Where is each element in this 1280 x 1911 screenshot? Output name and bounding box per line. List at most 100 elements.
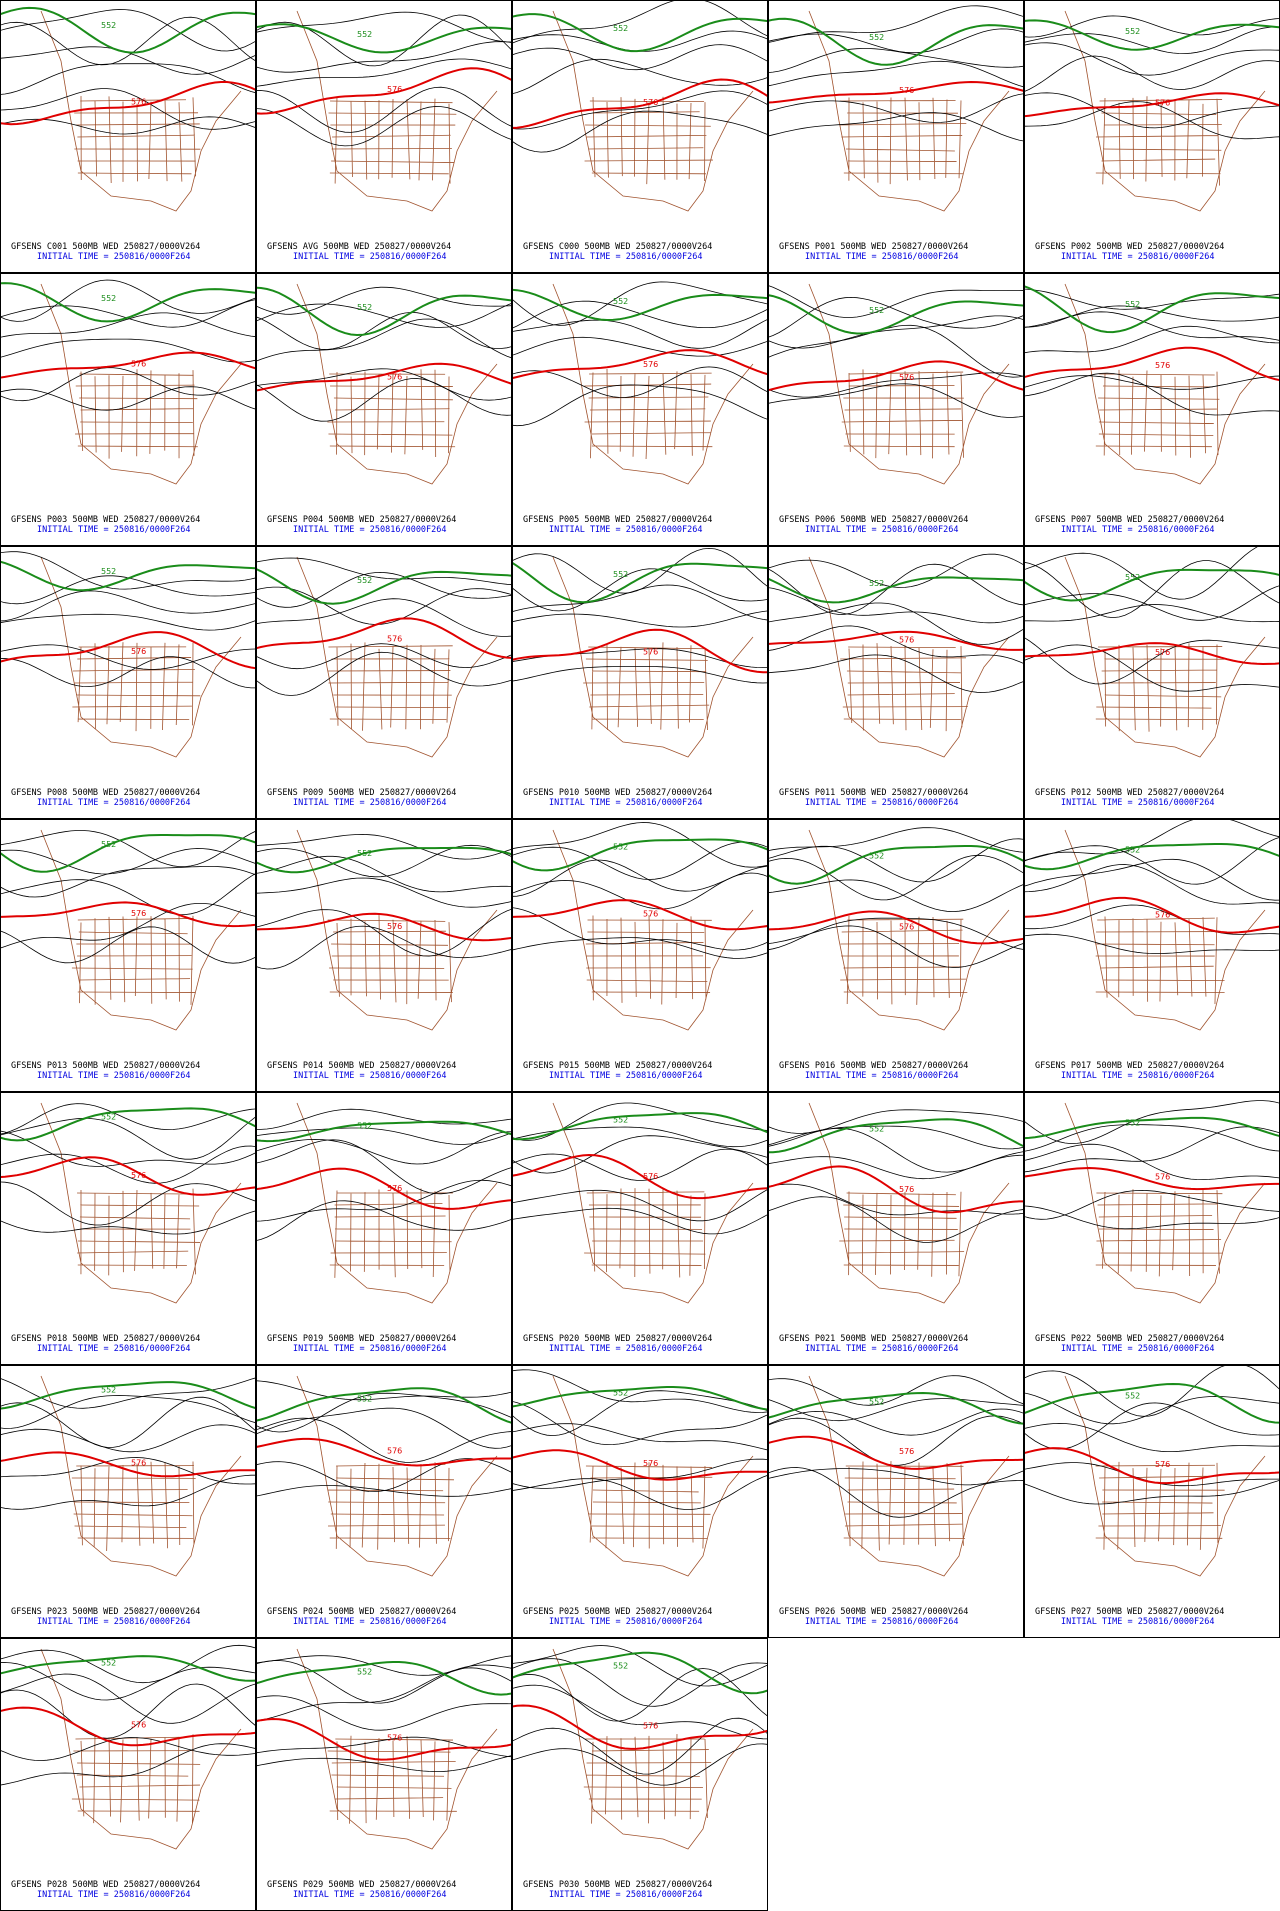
contour-576: [513, 349, 767, 379]
contour: [1025, 26, 1279, 55]
contour: [257, 877, 511, 908]
contour: [513, 44, 767, 71]
contour: [513, 1684, 767, 1740]
ensemble-panel: 552 576 GFSENS P025 500MB WED 250827/0000V…: [512, 1365, 768, 1638]
contour-label: 576: [387, 372, 402, 381]
contour: [1, 1673, 255, 1724]
contour-576: [769, 360, 1023, 392]
contour-552: [1, 6, 255, 54]
state-borders: [296, 283, 498, 485]
contour: [513, 110, 767, 153]
contour-label: 576: [643, 647, 658, 656]
state-borders: [552, 829, 754, 1031]
ensemble-panel: 552 576 GFSENS P020 500MB WED 250827/0000V…: [512, 1092, 768, 1365]
contour: [513, 58, 767, 94]
contour: [257, 1660, 511, 1704]
contour-label: 576: [643, 360, 658, 369]
contour-label: 552: [101, 21, 116, 30]
initial-time: INITIAL TIME = 250816/0000F264: [37, 1617, 191, 1627]
contour-576: [1, 1451, 255, 1478]
contour: [1025, 547, 1258, 600]
contour-label: 552: [613, 297, 628, 306]
initial-time: INITIAL TIME = 250816/0000F264: [549, 1617, 703, 1627]
contour: [1025, 325, 1279, 354]
contour: [769, 1127, 1023, 1173]
contour-label: 576: [131, 1171, 146, 1180]
contour-552: [1, 1655, 255, 1682]
contour-label: 576: [899, 1447, 914, 1456]
initial-time: INITIAL TIME = 250816/0000F264: [805, 525, 959, 535]
state-borders: [552, 283, 754, 485]
contour-552: [769, 576, 1023, 604]
panel-title: GFSENS P029 500MB WED 250827/0000V264: [267, 1880, 457, 1890]
contour: [769, 563, 1023, 615]
map: 552 576: [1025, 1100, 1279, 1304]
contour: [1, 903, 255, 949]
contour-552: [769, 1391, 1023, 1425]
initial-time: INITIAL TIME = 250816/0000F264: [549, 1344, 703, 1354]
ensemble-panel: 552 576 GFSENS P004 500MB WED 250827/0000V…: [256, 273, 512, 546]
contour: [257, 311, 511, 350]
map: 552 576: [257, 283, 511, 485]
initial-time: INITIAL TIME = 250816/0000F264: [293, 252, 447, 262]
initial-time: INITIAL TIME = 250816/0000F264: [1061, 1071, 1215, 1081]
contour: [1025, 585, 1279, 621]
contour: [769, 854, 1023, 901]
map: 552 576: [769, 553, 1023, 758]
contour: [1, 926, 255, 964]
contour-576: [257, 617, 511, 659]
contour: [513, 1, 767, 44]
contour: [257, 1695, 511, 1731]
contour-label: 552: [101, 1113, 116, 1122]
initial-time: INITIAL TIME = 250816/0000F264: [549, 1890, 703, 1900]
map: 552 576: [257, 556, 511, 758]
contour-label: 552: [101, 1386, 116, 1395]
contour: [513, 336, 767, 357]
ensemble-panel: 552 576 GFSENS P027 500MB WED 250827/0000V…: [1024, 1365, 1280, 1638]
contour-label: 576: [131, 97, 146, 106]
contour-576: [513, 1704, 767, 1750]
contour: [1, 644, 255, 670]
contour-label: 576: [131, 1721, 146, 1730]
contour-label: 552: [101, 840, 116, 849]
contour-576: [513, 1449, 767, 1481]
state-borders: [552, 1648, 754, 1850]
initial-time: INITIAL TIME = 250816/0000F264: [1061, 798, 1215, 808]
contour-label: 552: [869, 1125, 884, 1134]
initial-time: INITIAL TIME = 250816/0000F264: [293, 1071, 447, 1081]
map: 552 576: [513, 547, 767, 758]
panel-title: GFSENS P004 500MB WED 250827/0000V264: [267, 515, 457, 525]
contour-552: [1, 282, 255, 323]
map: 552 576: [769, 827, 1023, 1031]
contour-label: 576: [387, 85, 402, 94]
initial-time: INITIAL TIME = 250816/0000F264: [37, 252, 191, 262]
contour: [513, 1102, 767, 1141]
contour: [513, 1369, 767, 1413]
contour-576: [1025, 1166, 1279, 1191]
contour-576: [257, 362, 511, 392]
contour: [1, 1424, 255, 1453]
contour-552: [769, 294, 1023, 335]
initial-time: INITIAL TIME = 250816/0000F264: [293, 1617, 447, 1627]
map: 552 576: [1, 6, 255, 212]
contour: [513, 568, 767, 612]
contour: [1, 830, 255, 867]
ensemble-panel: 552 576 GFSENS P015 500MB WED 250827/0000V…: [512, 819, 768, 1092]
state-borders: [1064, 556, 1266, 758]
contour: [513, 1390, 767, 1437]
contour-552: [1, 1381, 255, 1410]
contour: [1, 63, 255, 95]
state-borders: [40, 1102, 242, 1304]
contour-576: [769, 630, 1023, 651]
contour-552: [1025, 1382, 1279, 1424]
panel-title: GFSENS P026 500MB WED 250827/0000V264: [779, 1607, 969, 1617]
contour-label: 576: [643, 1459, 658, 1468]
contour-label: 552: [101, 567, 116, 576]
state-borders: [40, 1375, 242, 1577]
contour-552: [257, 846, 511, 874]
panel-title: GFSENS C001 500MB WED 250827/0000V264: [11, 242, 201, 252]
contour-552: [513, 1386, 767, 1411]
contour: [1025, 1480, 1279, 1505]
contour-label: 552: [1125, 1391, 1140, 1400]
map: 552 576: [1, 1644, 255, 1850]
